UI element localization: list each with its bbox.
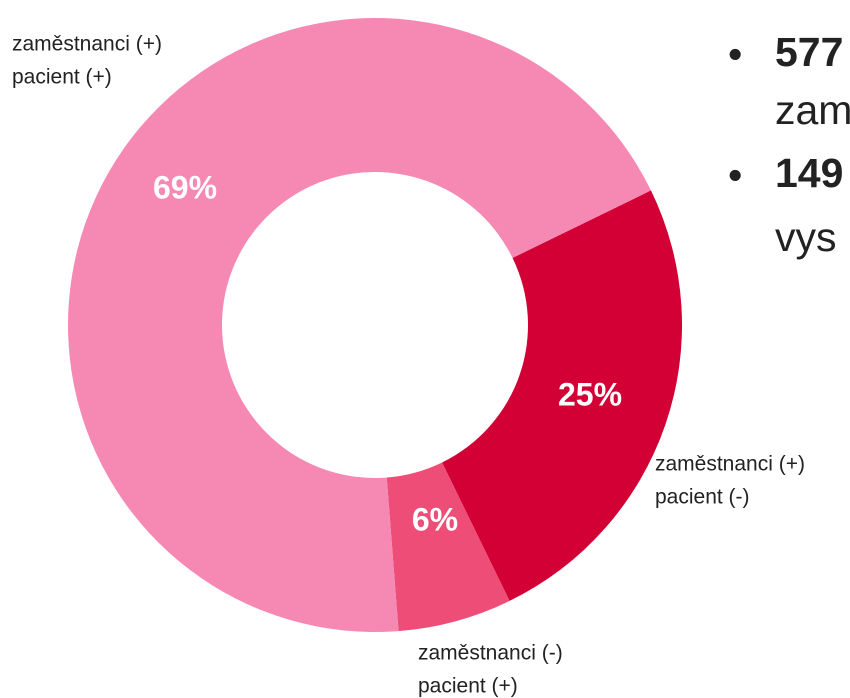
category-label: pacient (-)	[655, 486, 750, 509]
value-label: 69%	[153, 169, 217, 205]
bullet: •	[728, 152, 742, 198]
donut-segment	[442, 190, 682, 601]
annotation-text: vys	[775, 214, 837, 260]
bullet: •	[728, 31, 742, 77]
annotation-bold: 149	[775, 150, 843, 196]
donut-segment	[67, 17, 651, 633]
annotation-bold: 577	[775, 29, 843, 75]
donut: 25% zaměstnanci (+) pacient (-) 6% zaměstnan…	[12, 17, 805, 698]
value-label: 25%	[558, 376, 622, 412]
category-label: pacient (+)	[418, 675, 518, 698]
category-label: pacient (+)	[12, 66, 112, 89]
category-label: zaměstnanci (-)	[418, 642, 563, 665]
category-label: zaměstnanci (+)	[12, 33, 162, 56]
value-label: 6%	[412, 501, 458, 537]
donut-segment	[386, 462, 510, 632]
annotation-text: zam	[775, 87, 850, 133]
category-label: zaměstnanci (+)	[655, 453, 805, 476]
